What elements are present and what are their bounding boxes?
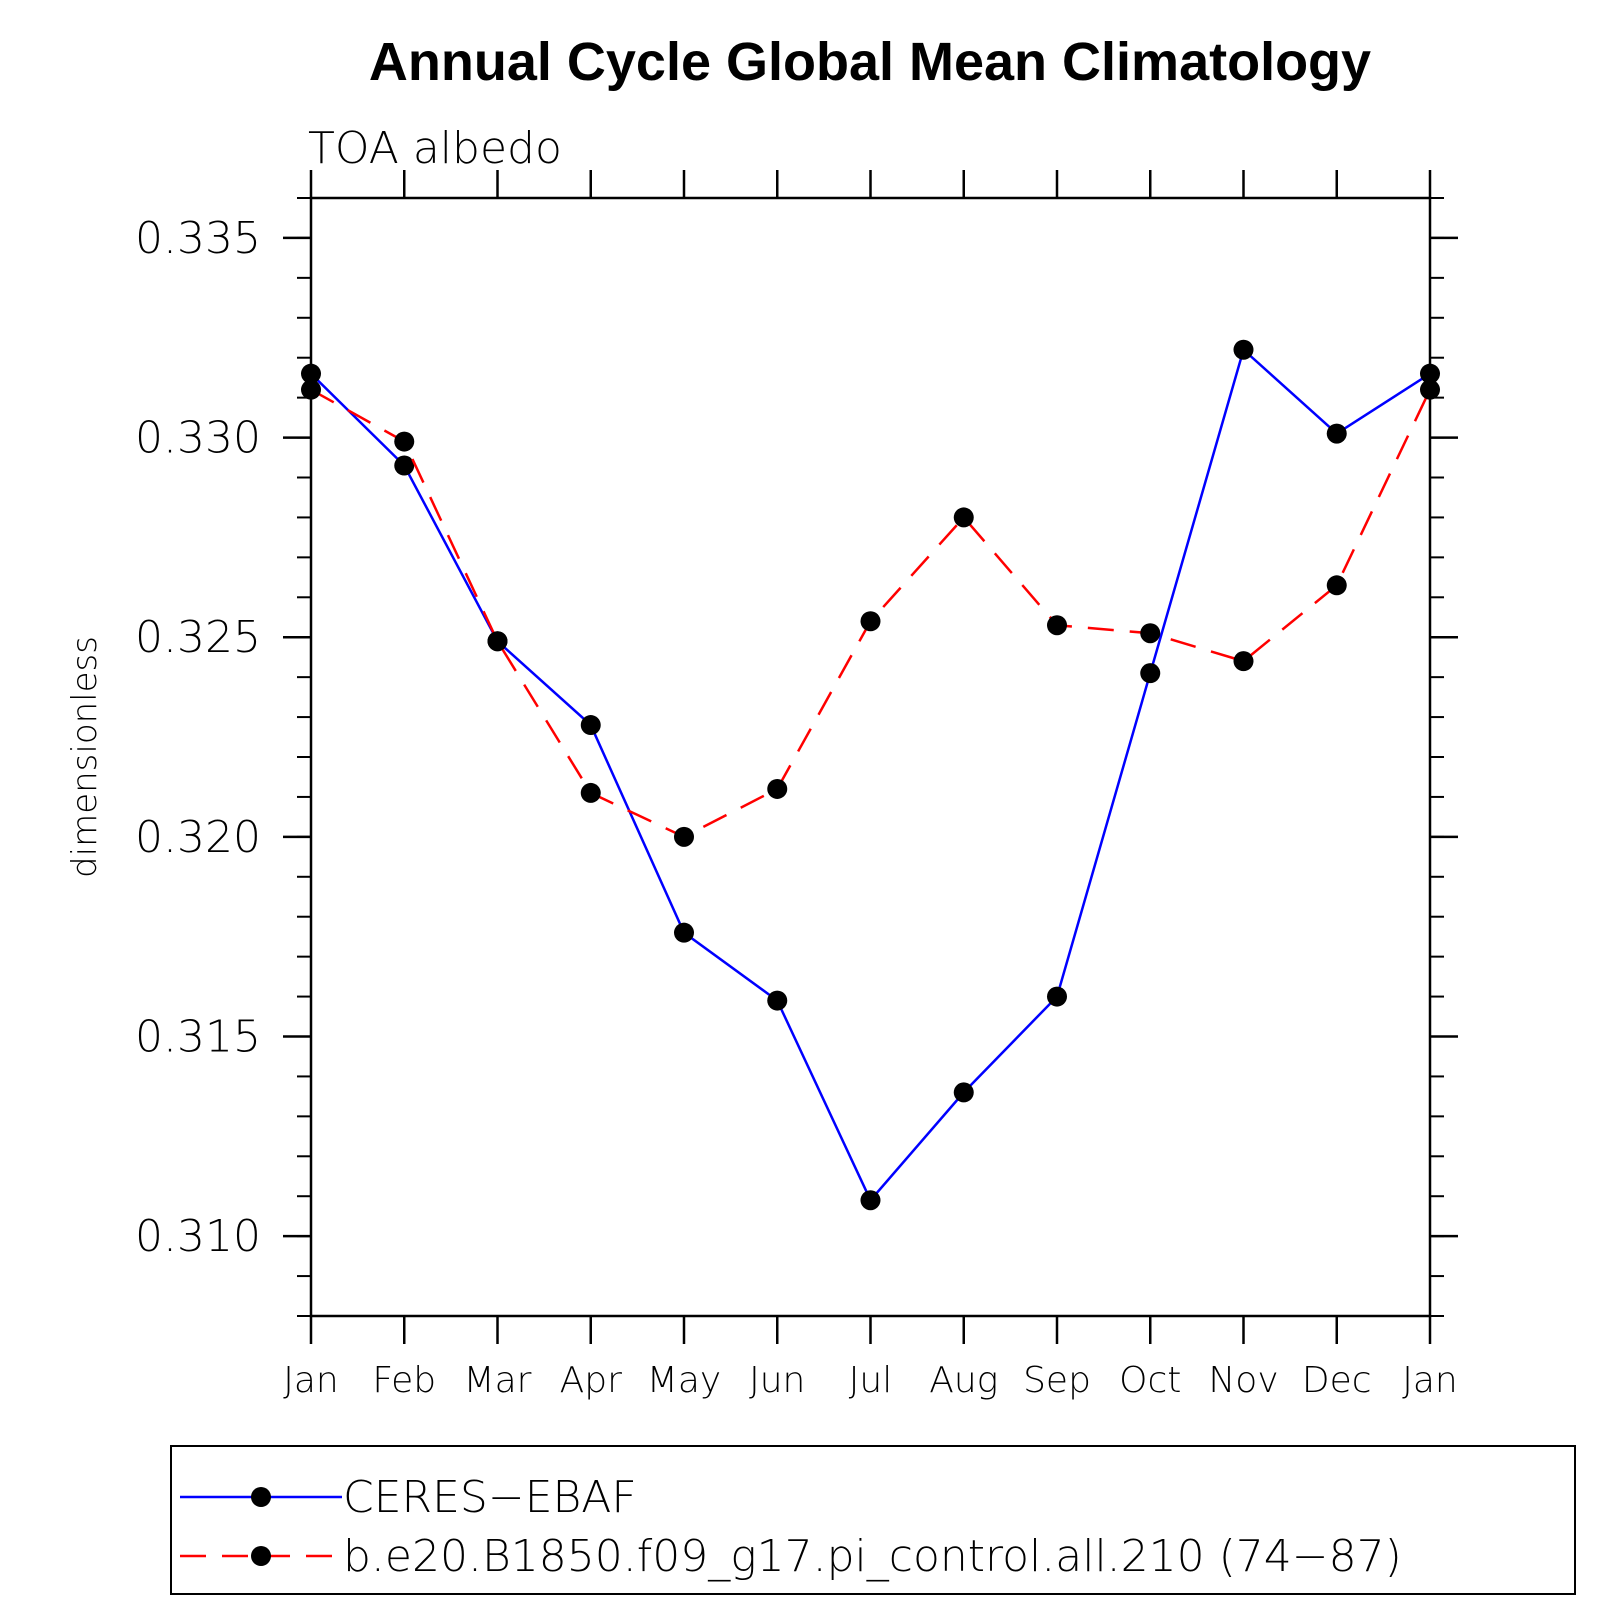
x-tick-label: Dec [1302, 1360, 1372, 1401]
data-point [394, 455, 415, 476]
data-point [1326, 575, 1347, 596]
data-point [767, 778, 788, 799]
y-tick-label: 0.330 [135, 413, 261, 464]
data-point [860, 611, 881, 632]
data-point [674, 922, 694, 943]
x-tick-label: Aug [929, 1360, 998, 1401]
data-point [1326, 423, 1347, 444]
x-tick-label: Jan [1402, 1360, 1458, 1401]
data-point [1140, 623, 1161, 644]
data-point [860, 1190, 881, 1211]
legend-marker [251, 1546, 271, 1566]
data-point [301, 379, 321, 400]
x-tick-label: Mar [464, 1360, 532, 1401]
series-line [310, 347, 1431, 1203]
data-point [1047, 986, 1067, 1007]
data-point [1233, 651, 1254, 672]
x-tick-label: Jul [849, 1360, 892, 1401]
data-point [1420, 379, 1440, 400]
chart-subtitle: TOA albedo [308, 123, 562, 174]
x-tick-label: Feb [372, 1360, 436, 1401]
series-1 [301, 379, 1440, 847]
series-layer [301, 339, 1440, 1211]
x-tick-label: Jan [283, 1360, 339, 1401]
data-point [1233, 339, 1254, 360]
data-point [487, 631, 508, 652]
legend-marker [251, 1487, 271, 1507]
y-tick-label: 0.320 [135, 812, 261, 863]
x-tick-label: Sep [1023, 1360, 1091, 1401]
legend-label: CERES−EBAF [343, 1472, 637, 1523]
x-tick-label: May [647, 1360, 721, 1401]
data-point [953, 1082, 974, 1103]
y-tick-label: 0.315 [135, 1012, 261, 1063]
y-tick-labels: 0.310 0.315 0.320 0.325 0.330 0.335 [135, 213, 261, 1262]
y-tick-label: 0.325 [135, 612, 261, 663]
x-tick-label: Nov [1208, 1360, 1278, 1401]
y-axis-title: dimensionless [65, 636, 105, 878]
x-tick-label: Oct [1119, 1360, 1181, 1401]
legend-label: b.e20.B1850.f09_g17.pi_control.all.210 (… [343, 1531, 1402, 1582]
x-tick-label: Jun [749, 1360, 805, 1401]
y-tick-label: 0.310 [135, 1211, 261, 1262]
legend: CERES−EBAF b.e20.B1850.f09_g17.pi_control… [180, 1472, 1402, 1582]
data-point [953, 507, 974, 528]
data-point [767, 990, 788, 1011]
y-tick-label: 0.335 [135, 213, 261, 264]
data-point [580, 782, 601, 803]
axis-ticks [283, 170, 1458, 1344]
series-0 [301, 339, 1440, 1211]
legend-box [170, 1445, 1576, 1595]
data-point [1420, 363, 1440, 384]
data-point [1140, 663, 1161, 684]
data-point [394, 431, 415, 452]
data-point [301, 363, 321, 384]
x-tick-label: Apr [560, 1360, 622, 1401]
chart-title: Annual Cycle Global Mean Climatology [369, 32, 1371, 92]
data-point [580, 715, 601, 736]
data-point [1047, 615, 1067, 636]
data-point [674, 826, 694, 847]
x-tick-labels: Jan Feb Mar Apr May Jun Jul Aug Sep Oct Nov Dec Jan [283, 1360, 1458, 1401]
